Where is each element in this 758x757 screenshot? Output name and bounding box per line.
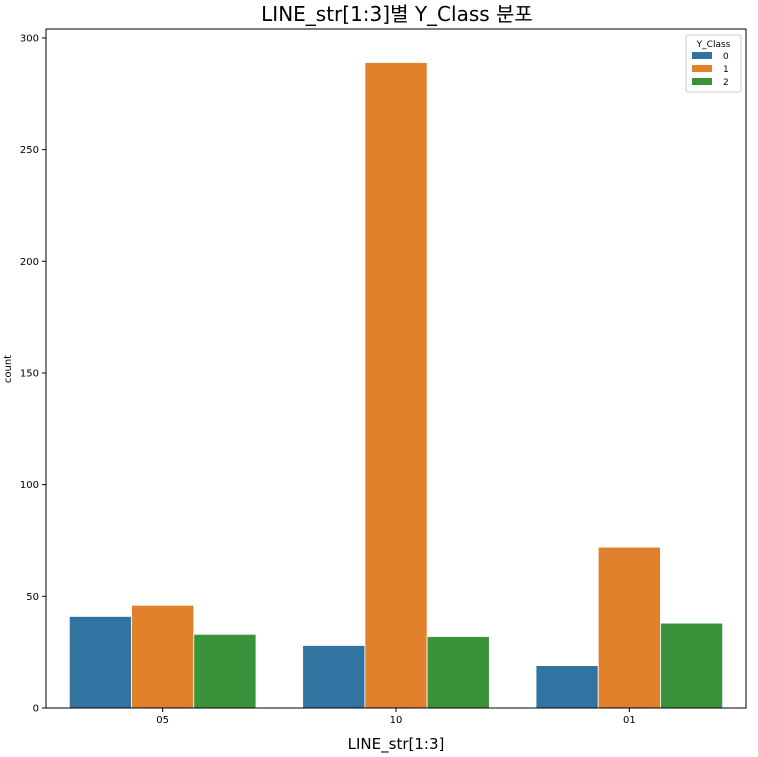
bar-10-series-0 [302, 645, 366, 709]
y-axis-label: count [3, 355, 14, 383]
y-tick-label: 250 [20, 145, 39, 156]
bar-05-series-1 [131, 604, 195, 709]
bar-01-series-2 [660, 622, 724, 709]
y-tick-label: 100 [20, 480, 39, 491]
bar-01-series-1 [597, 546, 661, 709]
legend-box [685, 34, 742, 93]
plot-area [45, 28, 747, 709]
x-axis-label: LINE_str[1:3] [348, 735, 445, 754]
legend-label-2: 2 [723, 78, 729, 88]
y-tick-label: 200 [20, 257, 39, 268]
legend-swatch-1 [692, 65, 712, 72]
bar-01-series-0 [535, 665, 599, 709]
y-tick-label: 0 [33, 704, 39, 715]
x-tick-label: 10 [390, 715, 403, 726]
bar-05-series-0 [68, 616, 132, 709]
y-tick-label: 50 [26, 592, 39, 603]
x-tick-label: 05 [156, 715, 169, 726]
bar-10-series-2 [426, 636, 490, 709]
y-tick-label: 300 [20, 33, 39, 44]
legend-label-0: 0 [723, 52, 729, 62]
legend-label-1: 1 [723, 65, 729, 75]
chart-title: LINE_str[1:3]별 Y_Class 분포 [261, 2, 533, 26]
y-axis: 0 50 100 150 200 250 300 [20, 33, 46, 715]
x-tick-label: 01 [623, 715, 636, 726]
legend: Y_Class 0 1 2 [685, 34, 742, 93]
legend-swatch-2 [692, 78, 712, 85]
legend-swatch-0 [692, 52, 712, 59]
bar-10-series-1 [364, 62, 428, 709]
y-tick-label: 150 [20, 368, 39, 379]
x-axis: 05 10 01 [156, 708, 636, 726]
legend-title: Y_Class [696, 40, 731, 50]
bar-05-series-2 [193, 633, 257, 709]
